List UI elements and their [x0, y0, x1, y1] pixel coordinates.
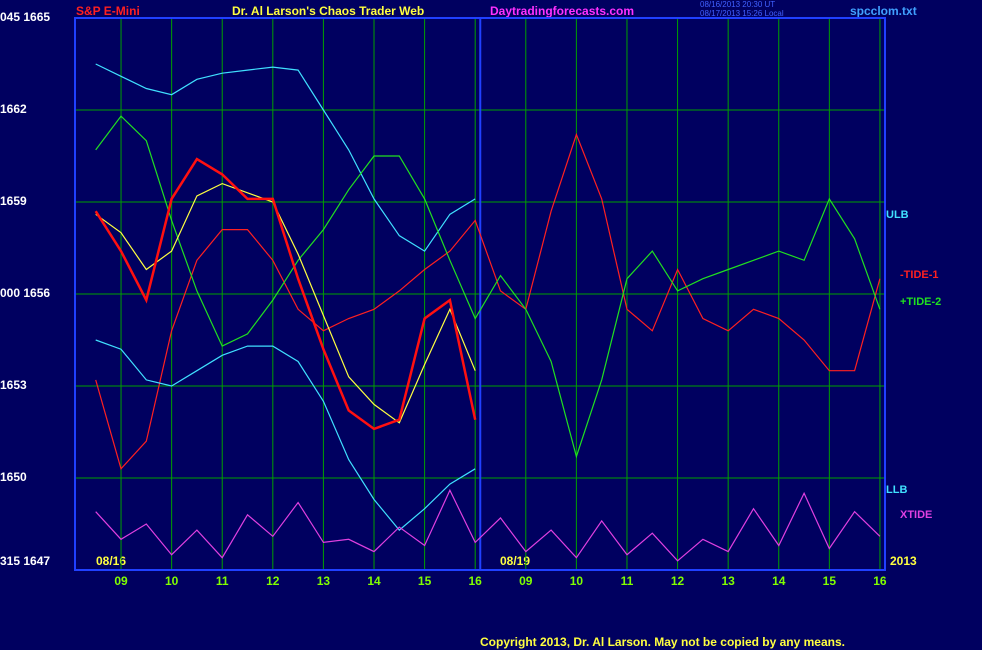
x-tick-label: 16 [873, 574, 887, 588]
series-line [95, 339, 476, 531]
series-line [95, 488, 881, 562]
x-tick-label: 11 [216, 574, 229, 588]
y-tick-label: 000 1656 [0, 286, 50, 300]
file-name: spcclom.txt [850, 4, 917, 18]
y-tick-label: 315 1647 [0, 554, 50, 568]
date-label: 08/16 [96, 554, 126, 568]
timestamp: 08/17/2013 15:26 Local [700, 9, 784, 18]
x-tick-label: 14 [367, 574, 381, 588]
x-tick-label: 14 [772, 574, 786, 588]
y-tick-label: 1662 [0, 102, 27, 116]
series-line [95, 115, 881, 459]
legend-label: -TIDE-1 [900, 269, 939, 281]
copyright: Copyright 2013, Dr. Al Larson. May not b… [480, 635, 845, 649]
series-line [94, 157, 477, 431]
series-line [95, 132, 881, 470]
date-label: 08/19 [500, 554, 530, 568]
y-tick-label: 1659 [0, 194, 27, 208]
x-tick-label: 12 [671, 574, 685, 588]
chart-title: Dr. Al Larson's Chaos Trader Web [232, 4, 424, 18]
legend-label: +TIDE-2 [900, 296, 941, 308]
legend-label: LLB [886, 484, 907, 496]
y-tick-label: 1650 [0, 470, 27, 484]
series-line [95, 182, 476, 424]
x-tick-label: 10 [165, 574, 179, 588]
x-tick-label: 10 [570, 574, 584, 588]
x-tick-label: 11 [621, 574, 634, 588]
x-tick-label: 09 [114, 574, 128, 588]
y-tick-label: 1653 [0, 378, 27, 392]
website: Daytradingforecasts.com [490, 4, 634, 18]
x-tick-label: 09 [519, 574, 533, 588]
y-tick-label: 045 1665 [0, 10, 50, 24]
timestamp: 08/16/2013 20:30 UT [700, 0, 775, 9]
x-tick-label: 13 [721, 574, 735, 588]
x-tick-label: 15 [418, 574, 432, 588]
legend-label: XTIDE [900, 509, 932, 521]
instrument: S&P E-Mini [76, 4, 140, 18]
x-tick-label: 13 [317, 574, 331, 588]
date-label: 2013 [890, 554, 917, 568]
x-tick-label: 16 [469, 574, 483, 588]
x-tick-label: 12 [266, 574, 280, 588]
legend-label: ULB [886, 209, 909, 221]
series-line [95, 63, 476, 252]
x-tick-label: 15 [823, 574, 837, 588]
